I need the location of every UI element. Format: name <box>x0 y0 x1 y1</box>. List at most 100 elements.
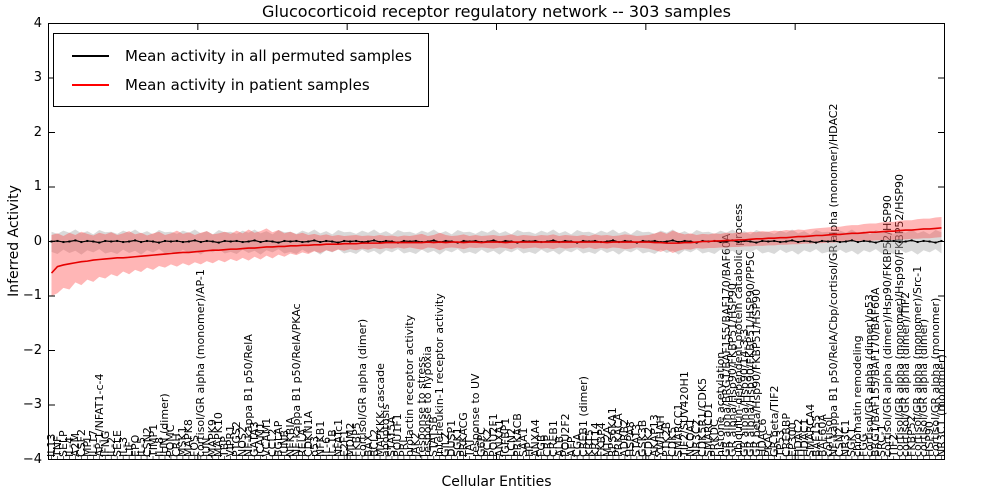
permuted-line-marker <box>779 241 782 244</box>
permuted-line-marker <box>582 239 585 242</box>
y-tick-label: −2 <box>22 342 42 358</box>
y-tick-label: −1 <box>22 288 42 303</box>
permuted-line-marker <box>295 239 298 242</box>
y-tick-label: −3 <box>22 397 42 412</box>
permuted-line-marker <box>791 239 794 242</box>
chart-canvas <box>48 23 945 460</box>
permuted-line-marker <box>677 241 680 244</box>
permuted-line-marker <box>874 241 877 244</box>
permuted-line-marker <box>319 241 322 244</box>
permuted-line-marker <box>134 239 137 242</box>
legend-item-permuted: Mean activity in all permuted samples <box>64 41 412 70</box>
y-tick-label: 4 <box>33 15 42 31</box>
permuted-line-marker <box>104 239 107 242</box>
permuted-line-marker <box>504 239 507 242</box>
permuted-line-marker <box>408 240 411 243</box>
permuted-line-marker <box>355 239 358 242</box>
permuted-line-marker <box>175 239 178 242</box>
legend-label-patient: Mean activity in patient samples <box>125 75 370 94</box>
permuted-line-marker <box>158 241 161 244</box>
permuted-line-marker <box>277 241 280 244</box>
permuted-line-marker <box>886 240 889 243</box>
permuted-line-marker <box>92 240 95 243</box>
permuted-line-marker <box>414 239 417 242</box>
permuted-line-marker <box>444 239 447 242</box>
permuted-line-marker <box>755 241 758 244</box>
y-tick-label: 3 <box>33 70 42 85</box>
permuted-line-marker <box>904 240 907 243</box>
permuted-line-marker <box>838 241 841 244</box>
permuted-line-marker <box>594 239 597 242</box>
permuted-line-marker <box>259 241 262 244</box>
permuted-line-marker <box>827 240 830 243</box>
permuted-line-marker <box>534 239 537 242</box>
permuted-line-marker <box>462 239 465 242</box>
permuted-line-marker <box>349 240 352 243</box>
permuted-line-marker <box>181 241 184 244</box>
permuted-line-marker <box>361 241 364 244</box>
permuted-line-marker <box>229 240 232 243</box>
permuted-line-marker <box>922 239 925 242</box>
permuted-line-marker <box>86 239 89 242</box>
permuted-line-marker <box>122 241 125 244</box>
permuted-line-marker <box>683 239 686 242</box>
permuted-line-marker <box>797 241 800 244</box>
y-tick-label: 1 <box>33 179 42 194</box>
permuted-line-marker <box>307 240 310 243</box>
permuted-line-marker <box>373 239 376 242</box>
permuted-line-marker <box>163 239 166 242</box>
permuted-line-marker <box>217 241 220 244</box>
permuted-line-marker <box>146 239 149 242</box>
permuted-line-marker <box>868 240 871 243</box>
plot-frame <box>48 23 945 460</box>
chart-title: Glucocorticoid receptor regulatory netwo… <box>262 2 731 21</box>
permuted-line-marker <box>623 239 626 242</box>
y-tick-label: 2 <box>33 124 42 140</box>
permuted-line-marker <box>343 239 346 242</box>
patient-band <box>51 216 942 296</box>
permuted-line-marker <box>749 240 752 243</box>
permuted-line-marker <box>856 241 859 244</box>
permuted-line-marker <box>247 240 250 243</box>
permuted-line-marker <box>719 241 722 244</box>
permuted-line-marker <box>74 239 77 242</box>
permuted-line-marker <box>665 240 668 243</box>
permuted-line-marker <box>934 241 937 244</box>
y-tick-label: −4 <box>22 451 42 467</box>
x-axis-title: Cellular Entities <box>441 474 552 490</box>
permuted-line-marker <box>832 239 835 242</box>
permuted-line-marker <box>432 239 435 242</box>
y-tick-label: 0 <box>33 233 42 249</box>
permuted-line-marker <box>761 239 764 242</box>
permuted-line-marker <box>815 241 818 244</box>
permuted-line-marker <box>187 240 190 243</box>
permuted-line-marker <box>809 240 812 243</box>
permuted-line-marker <box>773 239 776 242</box>
patient-line-sample <box>72 83 109 86</box>
permuted-line-marker <box>606 240 609 243</box>
permuted-line-marker <box>898 241 901 244</box>
permuted-line-marker <box>283 239 286 242</box>
permuted-line-marker <box>128 240 131 243</box>
permuted-line-marker <box>821 239 824 242</box>
permuted-line-marker <box>384 239 387 242</box>
permuted-line-marker <box>671 239 674 242</box>
permuted-line-marker <box>205 239 208 242</box>
permuted-line-marker <box>98 241 101 244</box>
permuted-line-marker <box>916 241 919 244</box>
legend: Mean activity in all permuted samples Me… <box>53 33 429 107</box>
permuted-line-marker <box>641 239 644 242</box>
permuted-line-marker <box>390 240 393 243</box>
permuted-line-marker <box>313 239 316 242</box>
permuted-line-marker <box>767 240 770 243</box>
permuted-line-marker <box>785 240 788 243</box>
permuted-line-marker <box>892 239 895 242</box>
permuted-line-marker <box>492 239 495 242</box>
permuted-line-marker <box>241 241 244 244</box>
permuted-line-marker <box>552 239 555 242</box>
permuted-line-marker <box>474 239 477 242</box>
permuted-line-marker <box>522 239 525 242</box>
permuted-line-marker <box>737 241 740 244</box>
permuted-line-marker <box>402 239 405 242</box>
permuted-line-marker <box>235 239 238 242</box>
